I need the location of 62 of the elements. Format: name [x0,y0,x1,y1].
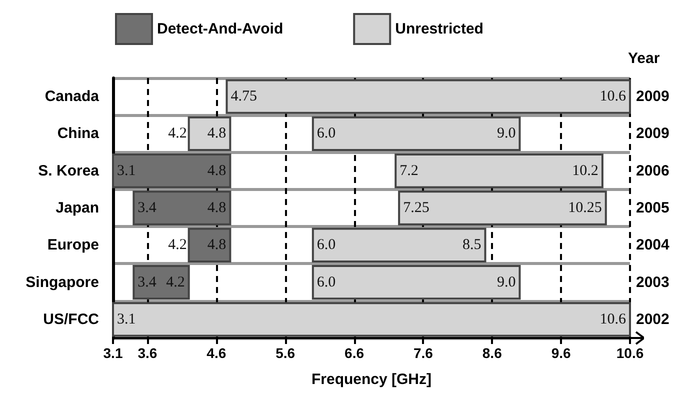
annotation: 3.4 [138,200,157,216]
y-tick-label: Singapore [26,274,99,291]
annotation: 9.0 [496,274,516,290]
annotation: 3.4 [138,274,157,290]
annotation: 7.25 [403,200,430,216]
y-tick-label: US/FCC [43,310,100,328]
bar [188,228,232,262]
y-tick-label: Japan [56,200,99,216]
annotation: 3.1 [117,311,136,328]
annotation: 6.0 [316,274,336,290]
y2-tick-label: 2009 [636,88,670,106]
annotation: 4.75 [230,88,257,105]
x-tick-label: 8.6 [482,345,502,361]
x-tick-label: 5.6 [276,345,296,361]
annotation: 9.0 [496,126,516,142]
y2-tick-label: 2005 [636,200,670,216]
annotation: 4.2 [168,237,187,254]
y-tick-label: S. Korea [38,162,100,180]
x-tick-label: 4.6 [206,345,226,361]
bar [398,190,607,226]
y-tick-label: China [57,125,100,142]
y2-tick-label: 2004 [636,236,670,254]
x-tick-label: 3.1 [103,345,123,361]
y2-tick-label: 2003 [636,274,670,291]
bar [132,264,190,300]
x-tick-label: 10.6 [616,345,644,361]
y2-axis-title: Year [628,50,660,67]
annotation: 10.6 [600,88,626,105]
bar [312,264,521,300]
annotation: 10.25 [568,200,602,216]
annotation: 8.5 [462,237,482,254]
y2-tick-label: 2006 [636,162,670,180]
bar [188,116,232,152]
x-tick-label: 7.6 [413,345,434,361]
x-tick-label: 6.6 [344,345,364,361]
y-tick-label: Europe [47,236,99,254]
annotation: 6.0 [316,237,336,254]
annotation: 10.6 [600,311,626,328]
bar [394,154,604,188]
y-tick-label: Canada [44,88,100,106]
legend-label: Unrestricted [395,20,484,38]
annotation: 10.2 [572,162,598,179]
annotation: 3.1 [117,162,136,179]
bar [226,79,631,114]
legend-label: Detect-And-Avoid [157,20,284,38]
annotation: 4.8 [207,126,226,142]
annotation: 4.8 [207,237,226,254]
x-tick-label: 9.6 [551,345,572,361]
x-tick-label: 3.6 [138,345,158,361]
annotation: 4.2 [168,126,187,142]
annotation: 4.8 [207,200,226,216]
bar [132,190,232,226]
y2-tick-label: 2009 [636,125,670,142]
x-axis-title: Frequency [GHz] [311,371,432,388]
bar [312,228,486,262]
bar [112,154,232,188]
bar [312,116,521,152]
annotation: 6.0 [316,126,336,142]
annotation: 4.2 [166,274,185,290]
annotation: 4.8 [207,162,226,179]
annotation: 7.2 [400,162,418,179]
y2-tick-label: 2002 [636,310,670,328]
